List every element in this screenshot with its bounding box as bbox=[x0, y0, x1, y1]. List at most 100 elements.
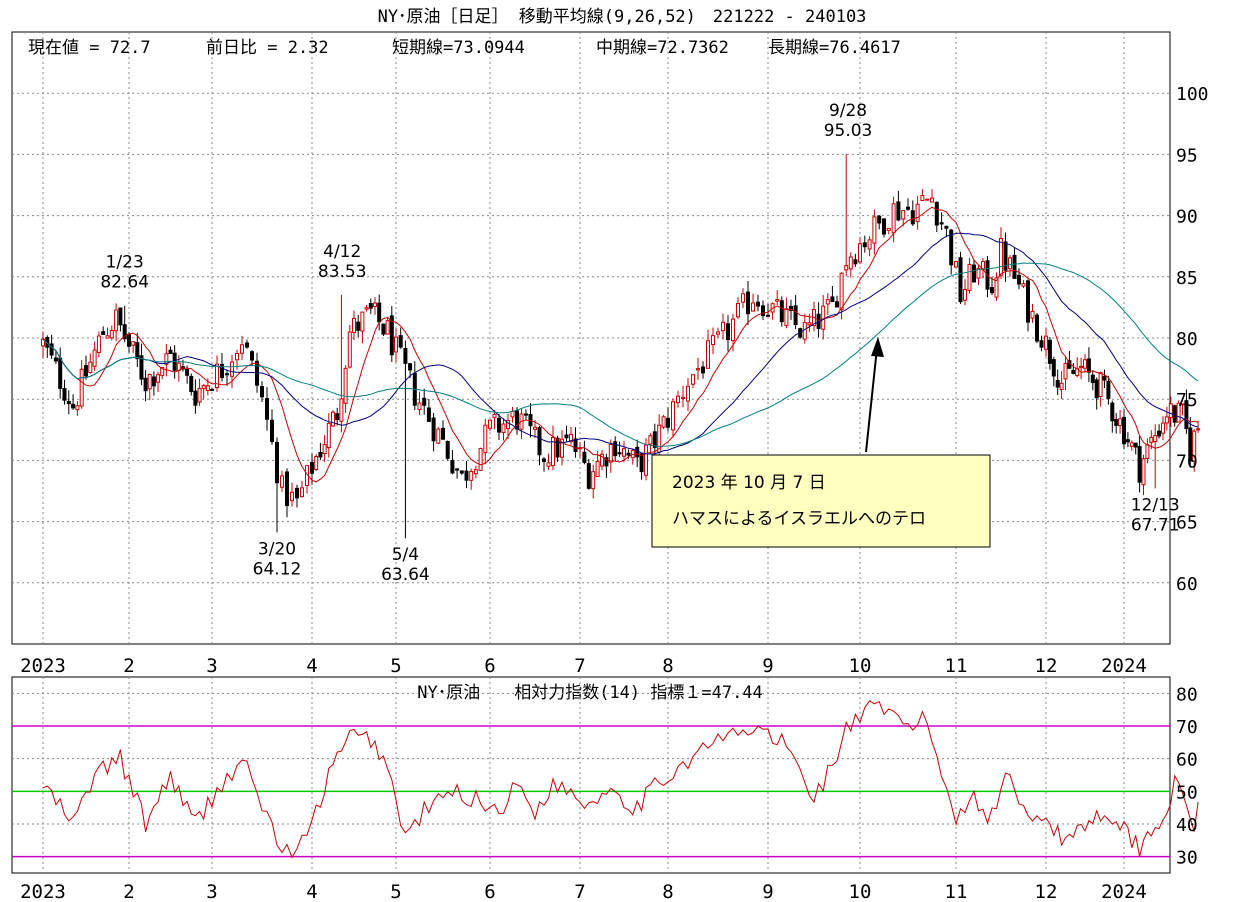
candle-body bbox=[280, 475, 284, 488]
event-callout: 2023 年 10 月 7 日 ハマスによるイスラエルへのテロ bbox=[651, 337, 991, 548]
candle-body bbox=[925, 198, 930, 201]
candle-body bbox=[696, 368, 700, 371]
price-tick-label: 70 bbox=[1176, 451, 1198, 472]
candle-body bbox=[686, 385, 690, 402]
candle-body bbox=[441, 427, 445, 440]
candle-body bbox=[573, 438, 578, 453]
candle-body bbox=[96, 335, 101, 353]
candle-body bbox=[118, 307, 123, 326]
candle-body bbox=[586, 463, 591, 489]
candle-body bbox=[381, 323, 386, 335]
candle-body bbox=[726, 323, 730, 341]
rsi-month-tick-label: 9 bbox=[762, 881, 773, 902]
annotation-value: 82.64 bbox=[100, 273, 149, 293]
candle-body bbox=[711, 335, 715, 345]
candle-body bbox=[958, 257, 963, 303]
candle-body bbox=[976, 267, 981, 279]
candle-body bbox=[373, 302, 377, 307]
month-tick-label: 6 bbox=[484, 655, 495, 677]
rsi-tick-label: 70 bbox=[1176, 717, 1198, 738]
rsi-month-axis: 2023 2 3 4 5 6 7 8 9 10 11 12 2024 bbox=[20, 881, 1147, 902]
candle-body bbox=[617, 452, 622, 455]
candle-body bbox=[318, 452, 323, 458]
month-tick-label: 10 bbox=[849, 655, 872, 677]
candle-body bbox=[731, 318, 735, 342]
annotation-date: 9/28 bbox=[829, 101, 867, 121]
candle-body bbox=[555, 437, 560, 458]
candle-body bbox=[88, 361, 93, 373]
candle-body bbox=[1071, 369, 1076, 374]
month-tick-label: 12 bbox=[1035, 655, 1058, 677]
candle-body bbox=[139, 355, 144, 380]
candle-body bbox=[193, 390, 198, 406]
month-tick-label: 2023 bbox=[20, 655, 66, 677]
candle-body bbox=[877, 215, 882, 224]
candle-body bbox=[1172, 405, 1177, 423]
candle-body bbox=[1012, 254, 1017, 279]
candle-body bbox=[906, 206, 910, 210]
candle-body bbox=[109, 330, 114, 339]
month-tick-label: 5 bbox=[390, 655, 401, 677]
candle-body bbox=[436, 428, 441, 444]
candle-body bbox=[62, 388, 67, 401]
annotation-date: 4/12 bbox=[323, 242, 361, 262]
candle-body bbox=[784, 308, 789, 326]
mid-ma-value: 中期線=72.7362 bbox=[596, 38, 729, 58]
candle-body bbox=[666, 417, 670, 428]
candle-body bbox=[839, 272, 844, 311]
candle-body bbox=[1180, 403, 1185, 406]
candle-body bbox=[639, 453, 644, 473]
candle-body bbox=[143, 377, 148, 392]
month-tick-label: 11 bbox=[945, 655, 968, 677]
callout-text: ハマスによるイスラエルへのテロ bbox=[672, 509, 926, 529]
main-title: NY･原油［日足］ 移動平均線(9,26,52) 221222 - 240103 bbox=[378, 7, 867, 27]
candle-body bbox=[343, 367, 348, 404]
candle-body bbox=[459, 470, 464, 474]
candle-body bbox=[990, 287, 994, 294]
candle-body bbox=[1176, 402, 1181, 423]
rsi-month-tick-label: 8 bbox=[662, 881, 673, 902]
rsi-month-tick-label: 12 bbox=[1035, 881, 1058, 902]
short-ma-value: 短期線=73.0944 bbox=[392, 38, 525, 58]
candle-body bbox=[201, 385, 206, 390]
candle-body bbox=[164, 353, 169, 365]
candle-body bbox=[473, 469, 478, 475]
candle-body bbox=[335, 413, 340, 421]
peak-annotations: 1/2382.644/1283.539/2895.033/2064.125/46… bbox=[100, 101, 1179, 585]
candle-body bbox=[488, 419, 492, 429]
price-tick-label: 100 bbox=[1176, 84, 1209, 105]
candle-body bbox=[58, 357, 63, 389]
month-tick-label: 3 bbox=[206, 655, 217, 677]
annotation-date: 1/23 bbox=[106, 253, 144, 273]
candle-body bbox=[608, 443, 613, 463]
day-change: 前日比 = 2.32 bbox=[206, 38, 329, 58]
candle-body bbox=[1059, 382, 1064, 391]
candle-body bbox=[483, 424, 488, 454]
candle-body bbox=[644, 444, 648, 476]
main-plot-frame bbox=[11, 31, 1171, 645]
candle-body bbox=[356, 321, 361, 331]
rsi-month-tick-label: 2 bbox=[123, 881, 134, 902]
candle-body bbox=[377, 302, 382, 323]
candle-body bbox=[290, 491, 294, 502]
candle-body bbox=[455, 468, 460, 471]
candle-body bbox=[972, 264, 976, 283]
candle-body bbox=[1047, 339, 1052, 364]
annotation-date: 3/20 bbox=[258, 539, 296, 559]
candle-body bbox=[761, 305, 765, 317]
candle-body bbox=[360, 311, 365, 332]
candle-body bbox=[389, 315, 394, 356]
candle-body bbox=[1039, 340, 1044, 348]
candle-body bbox=[1008, 257, 1012, 270]
candle-body bbox=[1192, 430, 1197, 462]
candle-body bbox=[825, 298, 830, 305]
candle-body bbox=[954, 261, 958, 268]
candle-body bbox=[492, 413, 497, 418]
candle-body bbox=[949, 229, 954, 266]
callout-date: 2023 年 10 月 7 日 bbox=[672, 473, 826, 493]
candle-body bbox=[151, 376, 156, 387]
candle-body bbox=[210, 388, 214, 391]
candle-body bbox=[1149, 436, 1154, 443]
candle-body bbox=[205, 385, 210, 391]
candle-body bbox=[464, 470, 469, 481]
